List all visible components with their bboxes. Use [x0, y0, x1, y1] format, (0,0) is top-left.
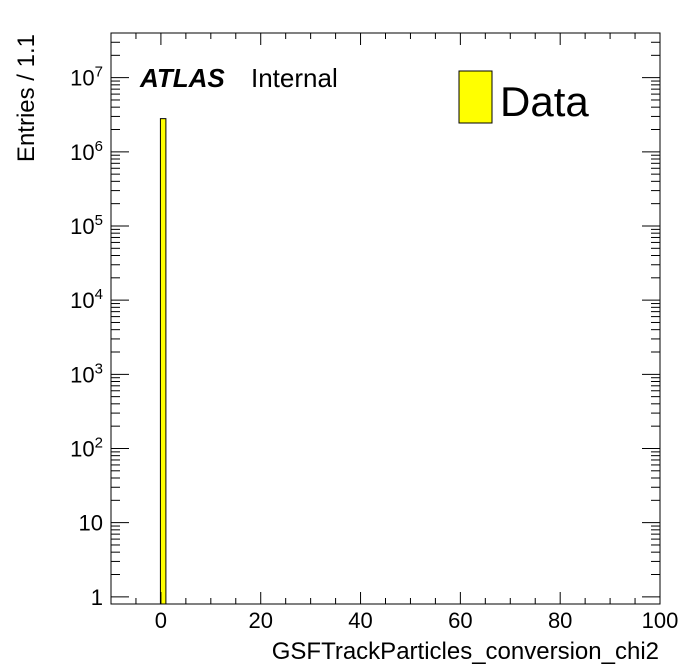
- histogram-bar: [159, 118, 167, 605]
- y-tick-label: 1: [91, 585, 103, 610]
- x-tick-label: 60: [448, 608, 472, 633]
- x-tick-label: 100: [642, 608, 679, 633]
- y-tick-label: 103: [70, 360, 103, 387]
- internal-label: Internal: [251, 63, 338, 93]
- y-axis-title: Entries / 1.1: [13, 34, 40, 162]
- y-tick-label: 105: [70, 212, 103, 239]
- y-tick-label: 106: [70, 138, 103, 165]
- atlas-label: ATLAS: [139, 63, 225, 93]
- y-tick-label: 10: [79, 511, 103, 536]
- x-tick-label: 0: [155, 608, 167, 633]
- x-tick-label: 40: [348, 608, 372, 633]
- y-tick-label: 102: [70, 434, 103, 461]
- legend-label-data: Data: [500, 78, 589, 125]
- y-tick-label: 104: [70, 286, 103, 313]
- x-tick-label: 80: [548, 608, 572, 633]
- x-tick-label: 20: [248, 608, 272, 633]
- legend-swatch-data: [458, 70, 493, 124]
- y-tick-label: 107: [70, 64, 103, 91]
- x-axis-title: GSFTrackParticles_conversion_chi2: [272, 638, 659, 665]
